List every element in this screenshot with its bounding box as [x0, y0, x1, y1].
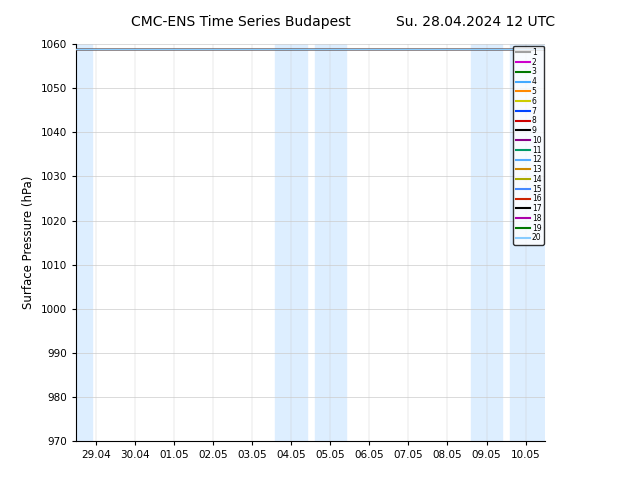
- Bar: [314, 44, 346, 441]
- Text: CMC-ENS Time Series Budapest: CMC-ENS Time Series Budapest: [131, 15, 351, 29]
- Bar: [76, 44, 92, 441]
- Y-axis label: Surface Pressure (hPa): Surface Pressure (hPa): [22, 176, 36, 309]
- Bar: [471, 44, 502, 441]
- Bar: [275, 44, 307, 441]
- Bar: [510, 44, 545, 441]
- Legend: 1, 2, 3, 4, 5, 6, 7, 8, 9, 10, 11, 12, 13, 14, 15, 16, 17, 18, 19, 20: 1, 2, 3, 4, 5, 6, 7, 8, 9, 10, 11, 12, 1…: [514, 46, 544, 245]
- Text: Su. 28.04.2024 12 UTC: Su. 28.04.2024 12 UTC: [396, 15, 555, 29]
